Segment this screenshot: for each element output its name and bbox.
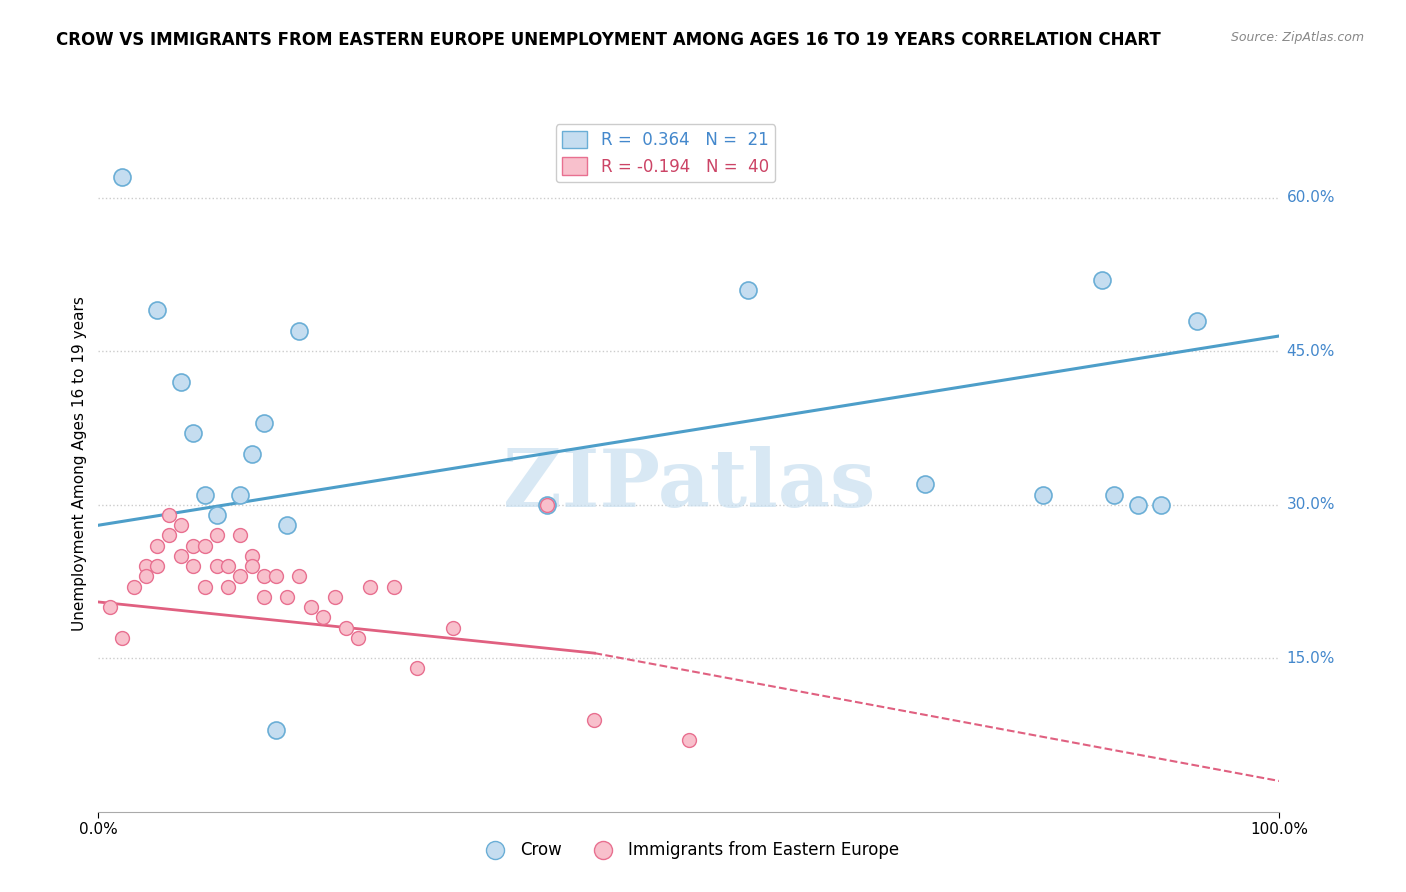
Point: [111, 631, 134, 645]
Point: [737, 283, 759, 297]
Point: [312, 610, 335, 624]
Point: [229, 528, 252, 542]
Point: [240, 559, 263, 574]
Point: [146, 559, 169, 574]
Point: [205, 528, 228, 542]
Text: 30.0%: 30.0%: [1286, 497, 1334, 512]
Point: [135, 559, 157, 574]
Point: [253, 569, 276, 583]
Point: [205, 559, 228, 574]
Point: [205, 508, 228, 522]
Point: [1091, 273, 1114, 287]
Text: CROW VS IMMIGRANTS FROM EASTERN EUROPE UNEMPLOYMENT AMONG AGES 16 TO 19 YEARS CO: CROW VS IMMIGRANTS FROM EASTERN EUROPE U…: [56, 31, 1161, 49]
Text: 45.0%: 45.0%: [1286, 343, 1334, 359]
Point: [299, 600, 322, 615]
Point: [157, 508, 180, 522]
Text: Source: ZipAtlas.com: Source: ZipAtlas.com: [1230, 31, 1364, 45]
Point: [276, 518, 298, 533]
Point: [146, 303, 169, 318]
Point: [181, 559, 204, 574]
Point: [359, 580, 381, 594]
Point: [382, 580, 405, 594]
Point: [170, 375, 193, 389]
Point: [288, 569, 311, 583]
Point: [194, 487, 217, 501]
Point: [181, 539, 204, 553]
Point: [217, 580, 239, 594]
Point: [276, 590, 298, 604]
Point: [347, 631, 370, 645]
Point: [111, 170, 134, 185]
Point: [170, 549, 193, 563]
Point: [194, 539, 217, 553]
Point: [253, 590, 276, 604]
Point: [146, 539, 169, 553]
Point: [135, 569, 157, 583]
Point: [98, 600, 121, 615]
Legend: Crow, Immigrants from Eastern Europe: Crow, Immigrants from Eastern Europe: [471, 835, 907, 866]
Point: [194, 580, 217, 594]
Point: [323, 590, 346, 604]
Point: [240, 447, 263, 461]
Point: [1032, 487, 1054, 501]
Point: [536, 498, 558, 512]
Y-axis label: Unemployment Among Ages 16 to 19 years: Unemployment Among Ages 16 to 19 years: [72, 296, 87, 632]
Point: [122, 580, 145, 594]
Point: [406, 661, 429, 675]
Point: [229, 569, 252, 583]
Point: [253, 416, 276, 430]
Point: [288, 324, 311, 338]
Text: ZIPatlas: ZIPatlas: [503, 446, 875, 524]
Point: [181, 426, 204, 441]
Point: [583, 713, 606, 727]
Point: [217, 559, 239, 574]
Point: [1185, 313, 1208, 327]
Point: [157, 528, 180, 542]
Point: [264, 569, 287, 583]
Point: [441, 621, 464, 635]
Text: 60.0%: 60.0%: [1286, 190, 1334, 205]
Point: [536, 498, 558, 512]
Point: [170, 518, 193, 533]
Point: [1150, 498, 1173, 512]
Point: [914, 477, 936, 491]
Point: [335, 621, 357, 635]
Point: [264, 723, 287, 737]
Point: [240, 549, 263, 563]
Point: [678, 733, 700, 747]
Text: 15.0%: 15.0%: [1286, 651, 1334, 665]
Point: [1102, 487, 1125, 501]
Point: [1126, 498, 1149, 512]
Point: [229, 487, 252, 501]
